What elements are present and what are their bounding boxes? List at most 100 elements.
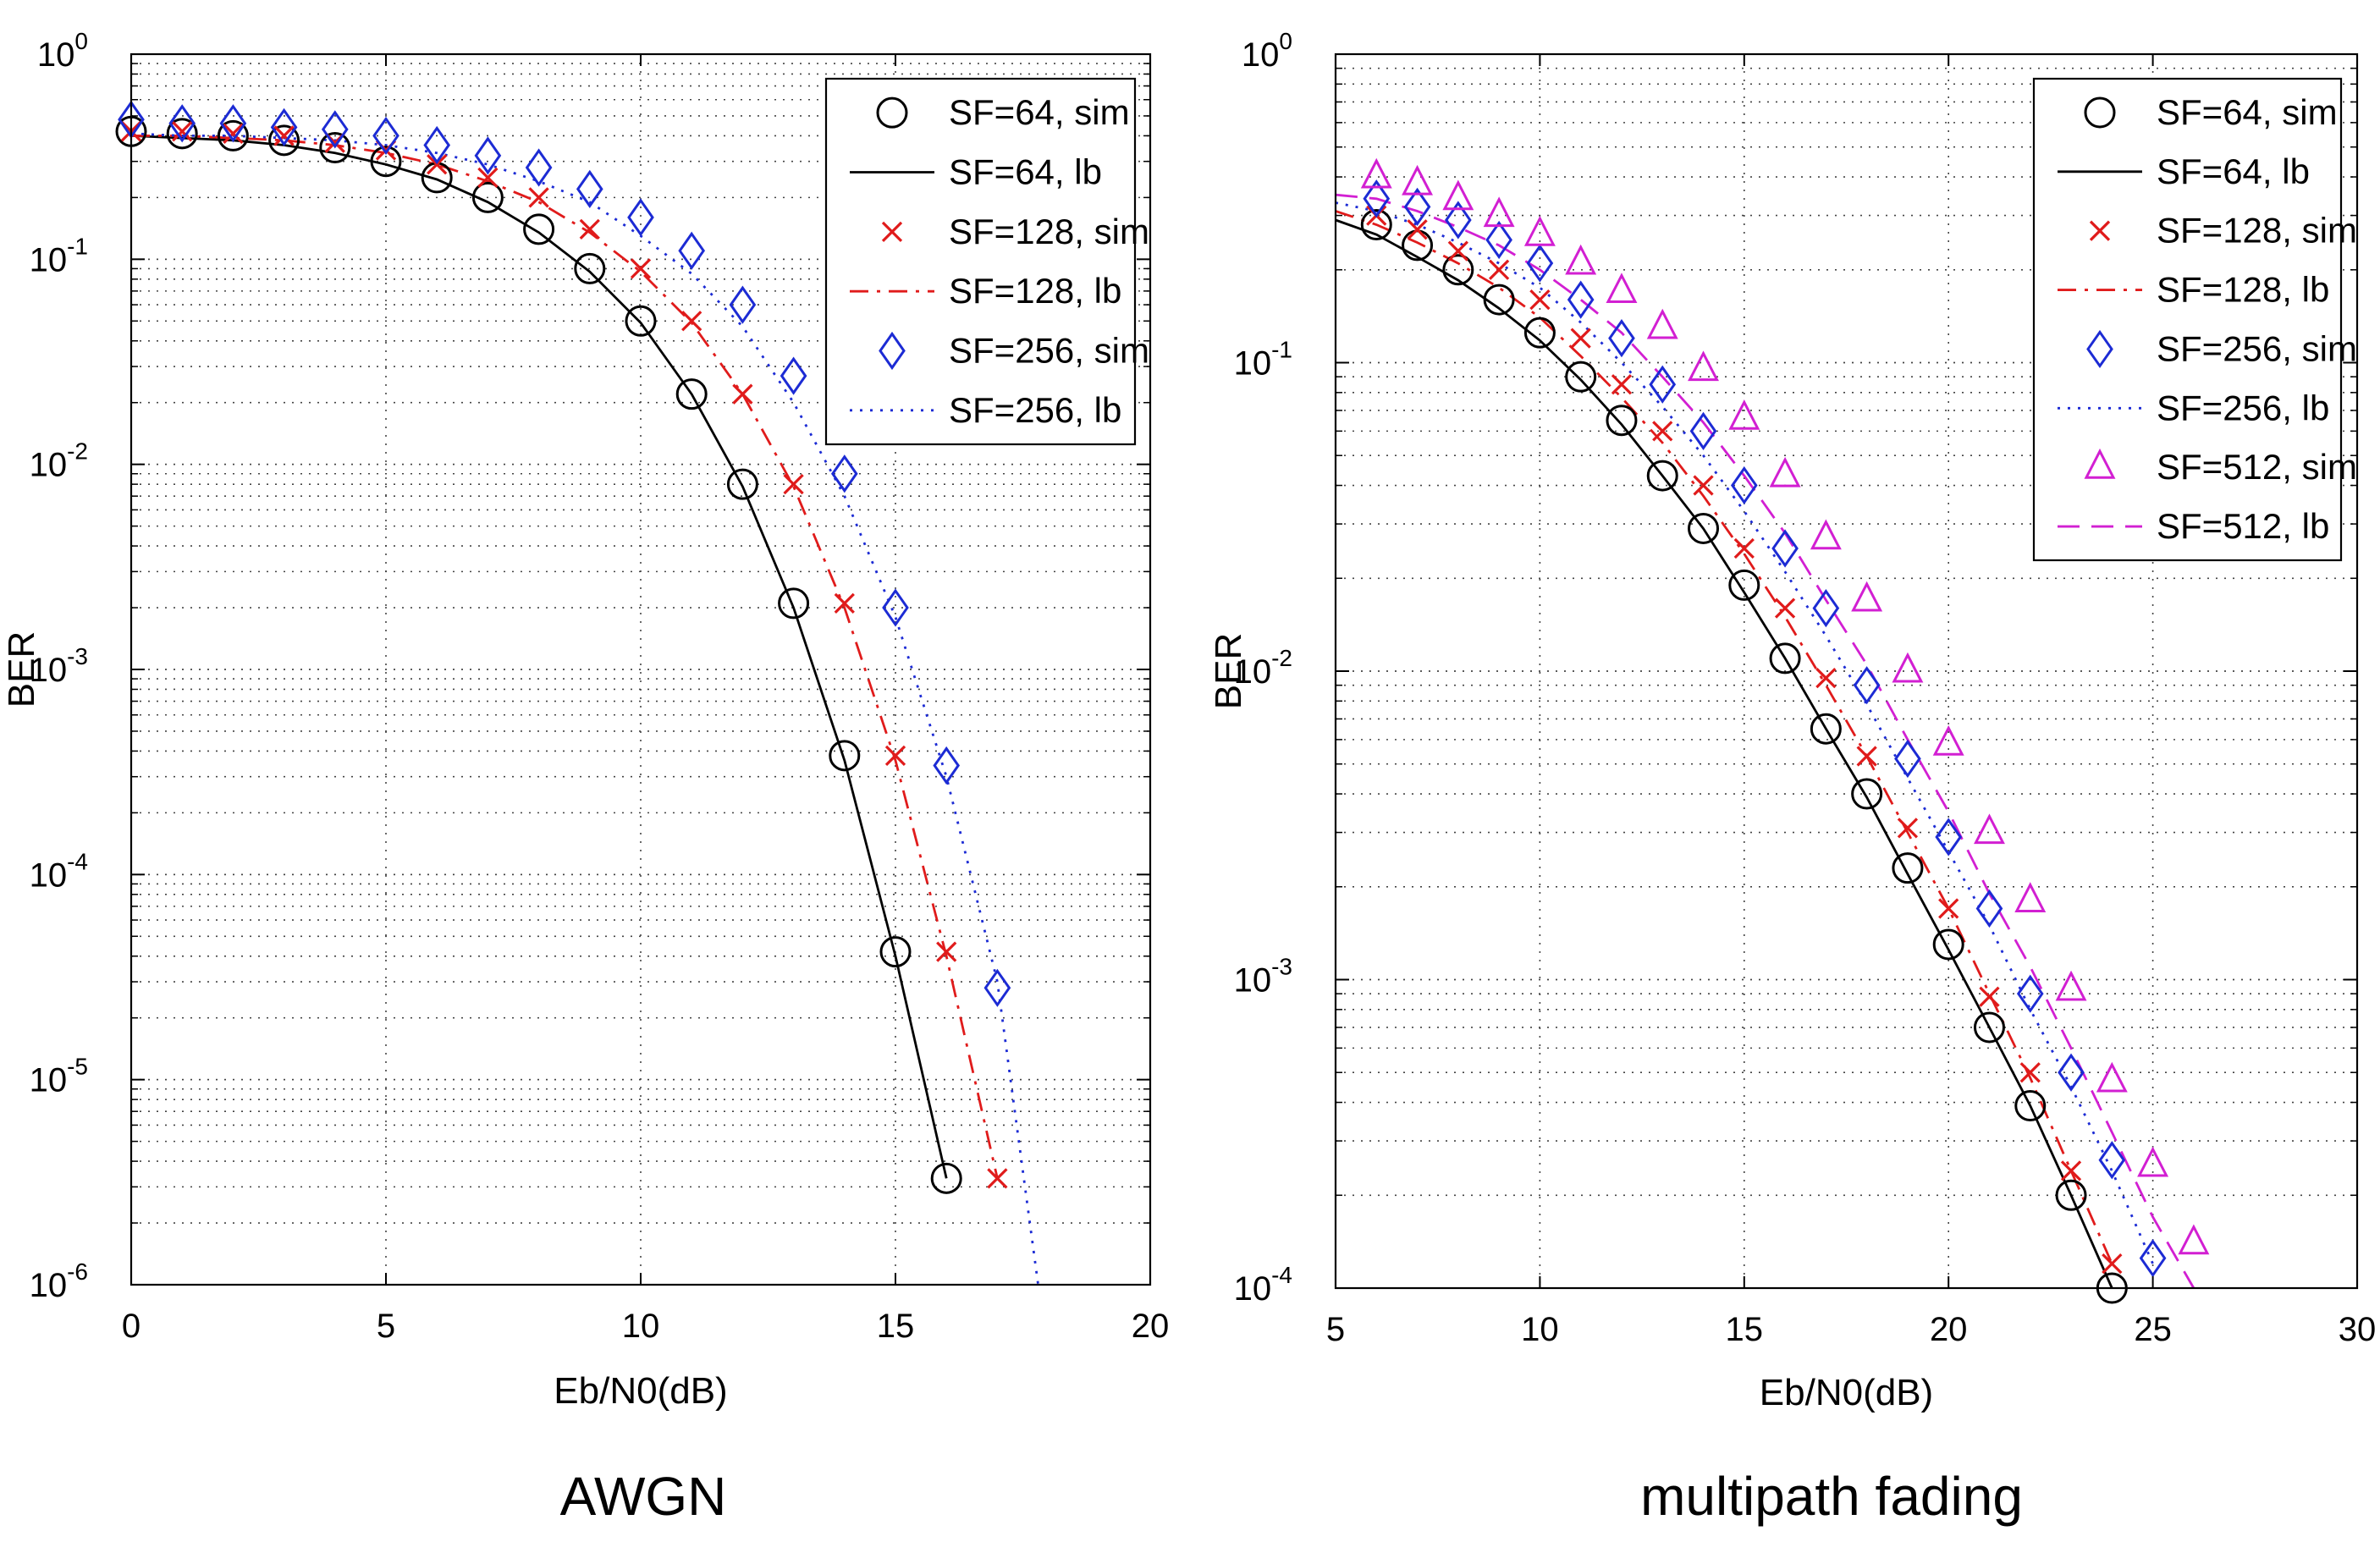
series-line-sf-256-lb: [130, 132, 1039, 1286]
data-point: [681, 311, 702, 332]
data-point: [1445, 201, 1472, 240]
y-tick-exponent: -2: [1271, 645, 1292, 671]
data-point: [1851, 581, 1883, 612]
y-tick-base: 10: [30, 1062, 68, 1099]
y-tick-exponent: -2: [67, 438, 88, 465]
data-point: [1688, 350, 1719, 382]
data-point: [1974, 813, 2005, 845]
data-point: [930, 1162, 962, 1194]
data-point: [1769, 456, 1801, 487]
data-point: [1892, 852, 1924, 884]
legend-item-sf-64-sim: SF=64, sim: [876, 92, 1130, 132]
y-tick-base: 10: [30, 1267, 68, 1304]
data-point: [427, 154, 448, 175]
data-point: [423, 125, 451, 165]
y-tick-label: 10-4: [30, 848, 88, 894]
data-point: [1608, 319, 1635, 358]
y-tick-exponent: 0: [1279, 28, 1292, 54]
data-point: [1810, 713, 1842, 745]
legend-item-sf-128-lb: SF=128, lb: [850, 271, 1121, 311]
data-point: [2096, 1061, 2128, 1093]
data-point: [1771, 529, 1799, 568]
data-point: [627, 198, 654, 237]
x-tick-label: 10: [622, 1308, 660, 1345]
y-axis-label: BER: [1, 631, 42, 708]
data-point: [1689, 411, 1717, 450]
data-point: [168, 104, 196, 143]
legend-item-sf-256-lb: SF=256, lb: [850, 390, 1121, 430]
x-tick-label: 15: [1726, 1311, 1764, 1348]
legend-item-sf-64-lb: SF=64, lb: [2058, 151, 2310, 191]
legend-label: SF=64, sim: [2157, 92, 2338, 132]
data-point: [630, 258, 652, 279]
data-point: [2058, 1053, 2085, 1092]
legend-item-sf-64-lb: SF=64, lb: [850, 152, 1102, 192]
data-point: [319, 131, 351, 163]
data-point: [1402, 164, 1434, 196]
y-tick-label: 10-2: [1234, 645, 1292, 691]
data-point: [1733, 537, 1755, 559]
data-point: [1730, 465, 1758, 505]
data-point: [2055, 1179, 2087, 1211]
data-point: [321, 110, 349, 149]
legend-label: SF=256, sim: [2157, 328, 2357, 368]
y-tick-base: 10: [1234, 653, 1272, 691]
y-tick-exponent: -1: [67, 233, 88, 259]
legend-label: SF=256, lb: [2157, 388, 2329, 427]
series-line-sf-256-lb: [1335, 201, 2154, 1264]
legend-item-sf-64-sim: SF=64, sim: [2084, 92, 2338, 132]
y-tick-exponent: -5: [67, 1054, 88, 1080]
y-tick-base: 10: [37, 36, 75, 74]
y-tick-exponent: -1: [1271, 337, 1292, 363]
data-point: [1894, 739, 1921, 779]
series-markers-sf-512-sim: [1360, 157, 2210, 1255]
y-tick-exponent: -4: [67, 848, 88, 874]
y-tick-base: 10: [1234, 962, 1272, 1000]
chart-caption: multipath fading: [1640, 1466, 2023, 1527]
y-tick-exponent: -3: [67, 643, 88, 669]
legend-label: SF=128, sim: [2157, 211, 2357, 251]
legend-label: SF=128, sim: [949, 212, 1149, 251]
legend-marker-swatch: [881, 221, 903, 242]
data-point: [678, 231, 706, 270]
y-tick-exponent: -3: [1271, 954, 1292, 980]
data-point: [732, 383, 753, 405]
legend-marker-swatch: [876, 96, 908, 129]
data-point: [370, 146, 402, 178]
series-markers-sf-128-sim: [120, 121, 1008, 1189]
data-point: [1442, 179, 1474, 211]
legend-box: [2032, 77, 2343, 562]
data-point: [1979, 986, 2000, 1007]
y-tick-label: 10-4: [1234, 1262, 1292, 1308]
x-tick-label: 25: [2134, 1311, 2172, 1348]
x-tick-label: 10: [1521, 1311, 1559, 1348]
data-point: [1851, 778, 1883, 810]
y-tick-label: 100: [1242, 28, 1292, 74]
data-point: [474, 136, 502, 175]
data-point: [2016, 974, 2044, 1013]
x-tick-label: 20: [1930, 1311, 1968, 1348]
legend-label: SF=64, sim: [949, 92, 1130, 132]
data-point: [477, 167, 499, 189]
awgn-chart: 0 5 10 15 2010010-110-210-310-410-510-6Eb/N0…: [1, 28, 1169, 1527]
data-point: [1728, 569, 1760, 601]
grid: [131, 54, 1150, 1285]
data-point: [936, 941, 957, 962]
legend-label: SF=64, lb: [2157, 151, 2310, 191]
data-point: [525, 148, 553, 187]
legend: SF=64, sim SF=64, lb SF=128, sim SF=128, lb…: [824, 77, 1149, 446]
series-line-sf-128-lb: [1335, 210, 2113, 1264]
data-point: [2014, 1090, 2047, 1122]
data-point: [1483, 196, 1515, 228]
data-point: [579, 218, 600, 240]
legend-label: SF=128, lb: [2157, 270, 2329, 310]
legend-item-sf-512-lb: SF=512, lb: [2058, 506, 2329, 546]
x-tick-label: 5: [1326, 1311, 1345, 1348]
y-tick-exponent: 0: [74, 28, 88, 54]
data-point: [1810, 519, 1842, 550]
data-point: [268, 124, 300, 157]
data-point: [729, 285, 757, 324]
data-point: [1483, 284, 1515, 316]
series-line-sf-512-lb: [1335, 193, 2195, 1289]
series-layer: [115, 100, 1039, 1286]
